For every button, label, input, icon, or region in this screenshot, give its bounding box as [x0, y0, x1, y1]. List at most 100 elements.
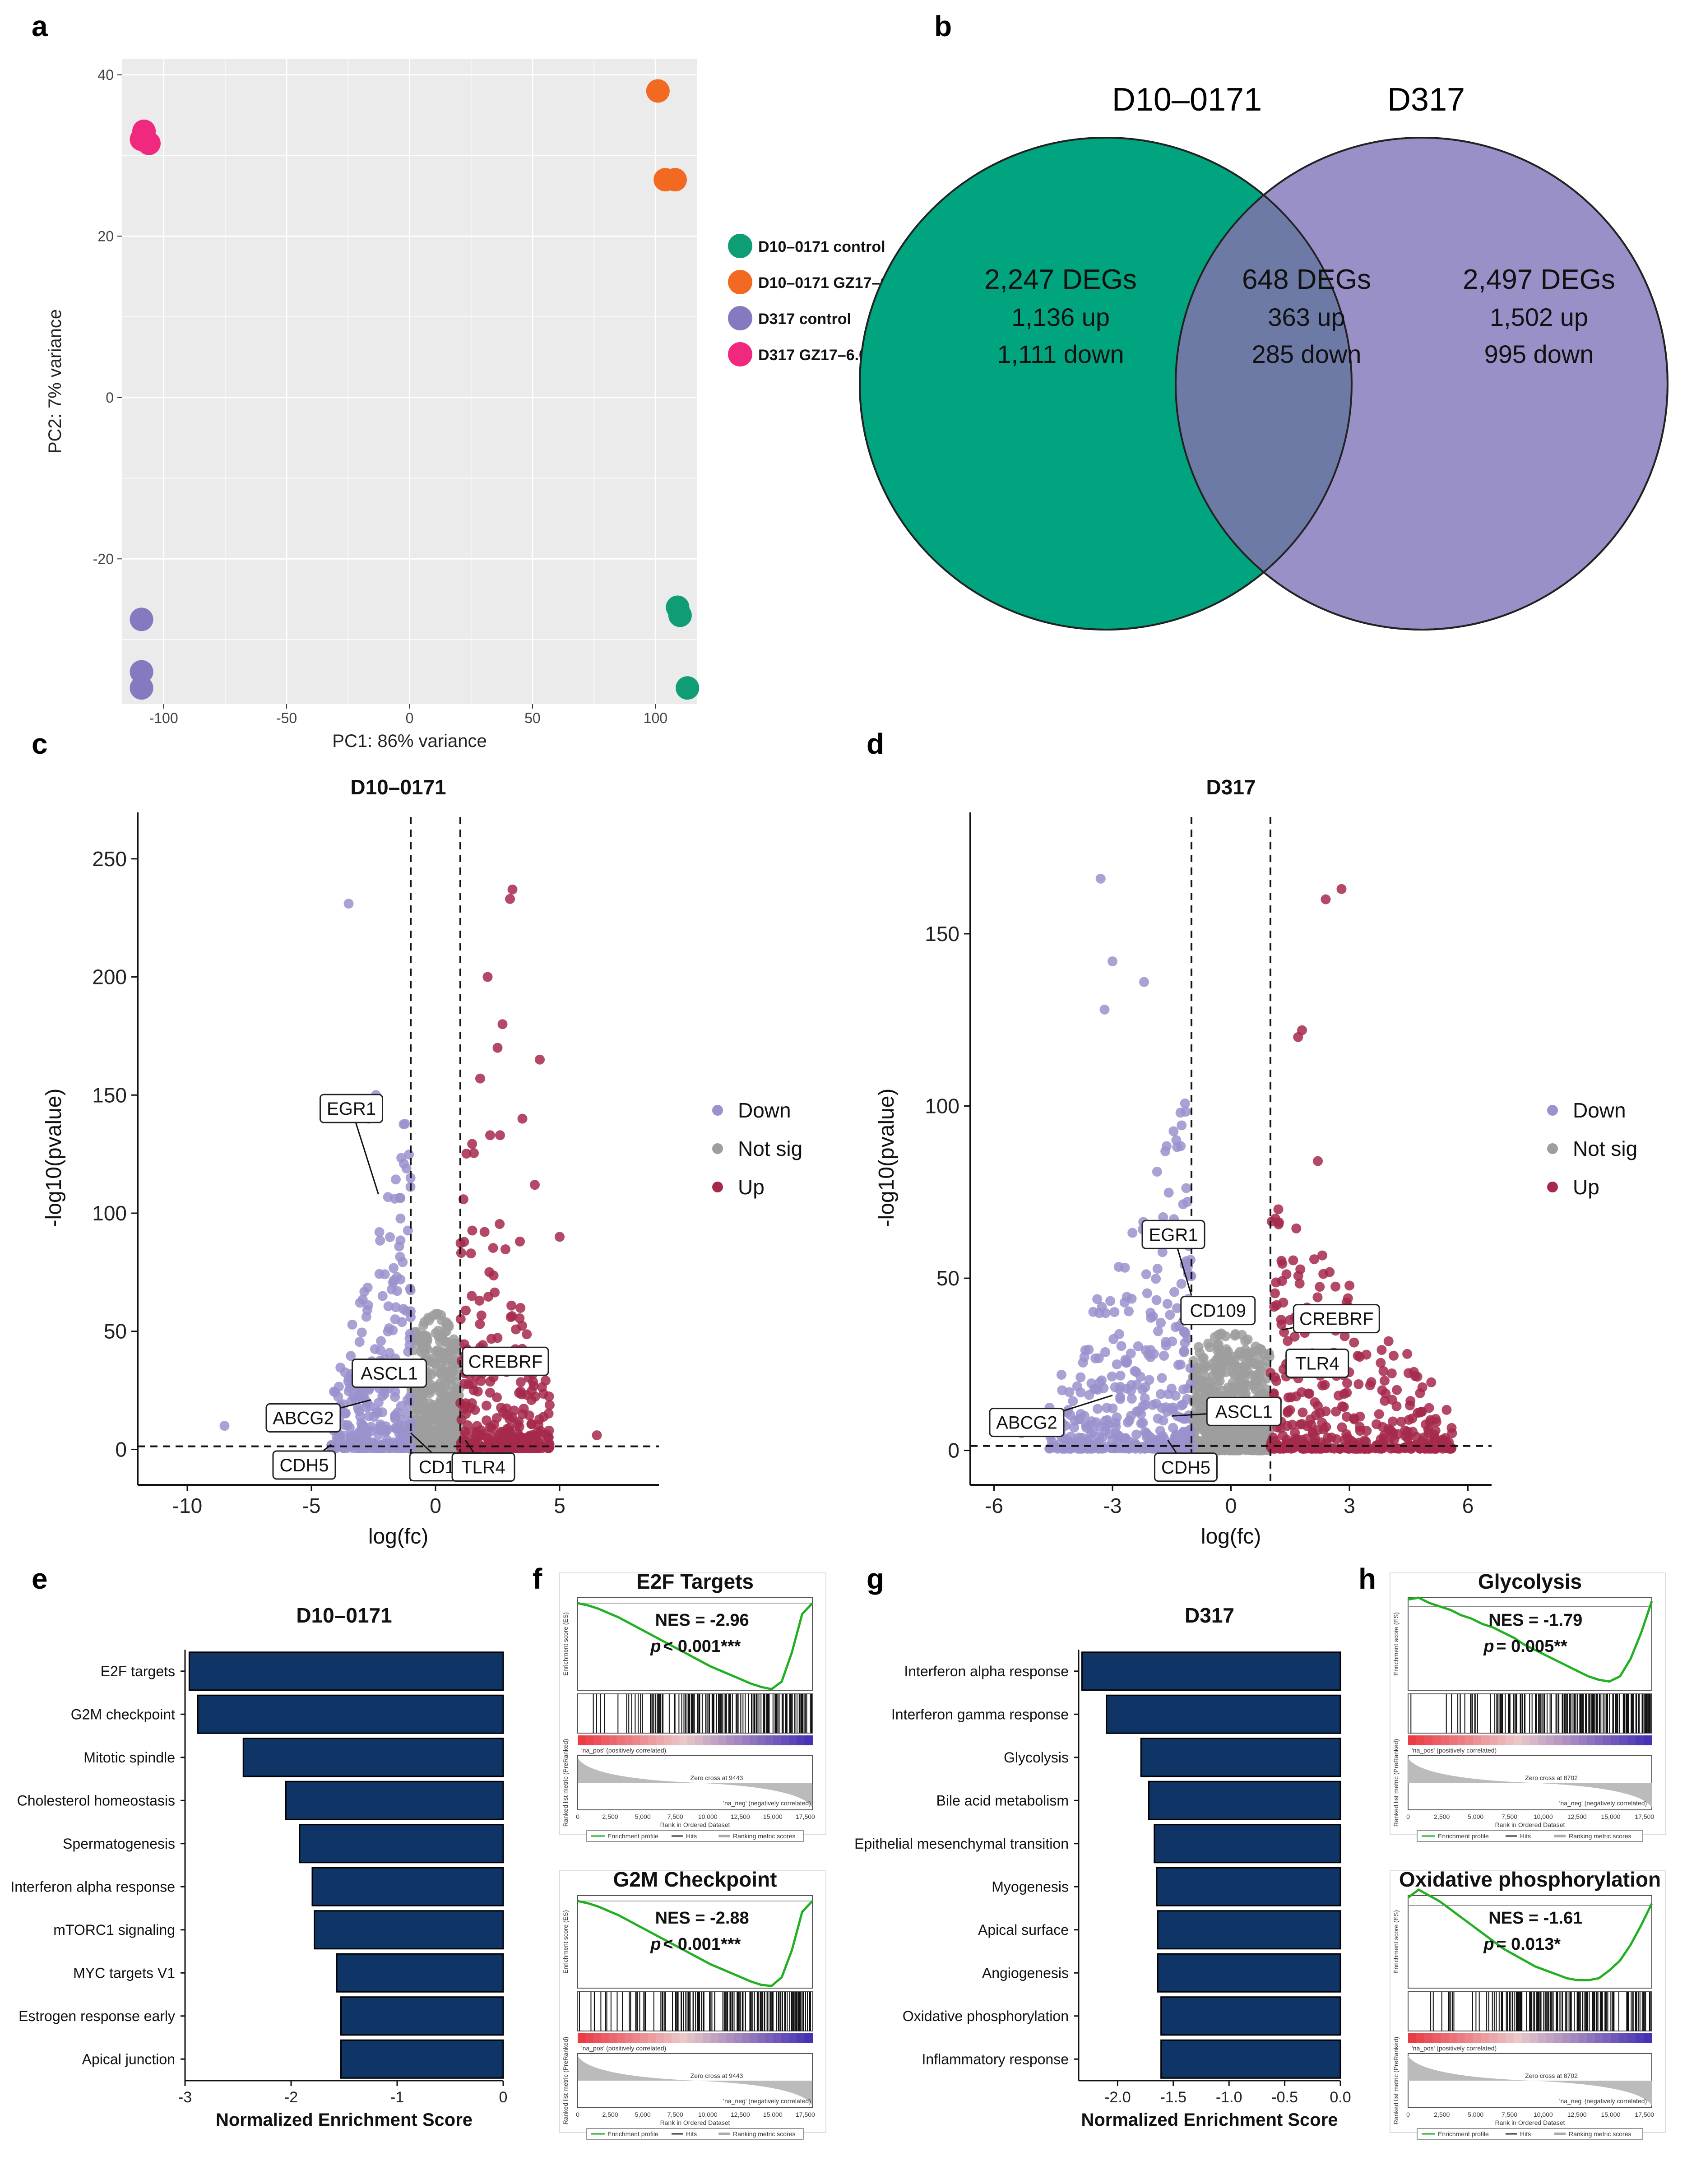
rank-gradient-cell — [1481, 1735, 1490, 1745]
rank-x-tick: 15,000 — [763, 2111, 783, 2118]
nes-bar — [1160, 2039, 1341, 2079]
volcano-point — [1102, 1403, 1112, 1413]
x-tick-label: -100 — [149, 710, 178, 726]
volcano-point — [437, 1407, 448, 1418]
y-tick-label: 150 — [925, 922, 959, 946]
volcano-point — [467, 1291, 477, 1301]
rank-gradient-cell — [695, 1735, 704, 1745]
nes-bar — [285, 1781, 504, 1820]
rank-gradient-cell — [1530, 2033, 1539, 2043]
volcano-point — [1133, 1341, 1143, 1351]
x-tick-label: -0.5 — [1271, 2089, 1298, 2106]
rank-gradient-cell — [1579, 2033, 1587, 2043]
volcano-point — [1336, 884, 1347, 894]
zero-cross-label: Zero cross at 8702 — [1525, 1774, 1578, 1781]
volcano-point — [1151, 1295, 1162, 1305]
volcano-point — [1291, 1391, 1302, 1401]
rank-axis-label: Ranked list metric (PreRanked) — [1392, 2037, 1400, 2125]
x-tick-label: -3 — [178, 2089, 192, 2106]
volcano-point — [1088, 1443, 1098, 1453]
volcano-point — [1388, 1443, 1399, 1453]
volcano-point — [1115, 1382, 1126, 1392]
volcano-point — [440, 1353, 451, 1363]
rank-axis-label: Ranked list metric (PreRanked) — [562, 1739, 569, 1827]
category-label: G2M checkpoint — [71, 1706, 175, 1722]
volcano-point — [1126, 1386, 1136, 1396]
volcano-point — [1158, 1212, 1168, 1222]
volcano-point — [437, 1371, 448, 1381]
volcano-point — [535, 1426, 546, 1436]
rank-gradient-cell — [1554, 2033, 1563, 2043]
volcano-point — [1441, 1405, 1452, 1415]
volcano-point — [1193, 1436, 1204, 1446]
rank-gradient-cell — [1603, 2033, 1612, 2043]
rank-gradient-cell — [703, 2033, 711, 2043]
volcano-point — [555, 1232, 565, 1242]
rank-gradient-cell — [765, 1735, 774, 1745]
volcano-point — [503, 1426, 513, 1437]
volcano-point — [487, 1431, 498, 1442]
zero-cross-label: Zero cross at 8702 — [1525, 2072, 1578, 2079]
category-label: Angiogenesis — [982, 1965, 1069, 1981]
volcano-point — [1315, 1282, 1325, 1292]
volcano-point — [1386, 1368, 1397, 1379]
volcano-point — [1168, 1126, 1179, 1136]
volcano-point — [500, 1244, 510, 1255]
venn-set-right: D317 — [1387, 82, 1465, 118]
volcano-point — [1376, 1358, 1386, 1368]
y-tick-label: 0 — [106, 390, 114, 406]
volcano-point — [1343, 1293, 1353, 1303]
volcano-point — [375, 1235, 385, 1246]
volcano-point — [473, 1386, 483, 1397]
y-tick-label: -20 — [93, 551, 114, 567]
volcano-point — [1143, 1349, 1154, 1359]
category-label: mTORC1 signaling — [53, 1922, 175, 1938]
rank-gradient-cell — [757, 2033, 766, 2043]
x-tick-label: -2 — [284, 2089, 298, 2106]
rank-gradient-cell — [1473, 1735, 1482, 1745]
volcano-point — [1253, 1430, 1263, 1440]
volcano-point — [1127, 1228, 1138, 1238]
volcano-point — [1161, 1141, 1172, 1151]
nes-bar — [340, 2039, 504, 2079]
volcano-point — [1131, 1429, 1141, 1440]
rank-x-tick: 2,500 — [602, 2111, 618, 2118]
volcano-point — [353, 1402, 363, 1413]
volcano-point — [1152, 1264, 1163, 1274]
volcano-point — [1113, 1261, 1124, 1272]
volcano-point — [448, 1440, 458, 1450]
volcano-point — [1274, 1219, 1284, 1229]
rank-gradient-cell — [765, 2033, 774, 2043]
legend-swatch — [712, 1143, 723, 1154]
volcano-point — [1354, 1352, 1365, 1362]
category-label: Oxidative phosphorylation — [903, 2008, 1069, 2024]
rank-gradient-cell — [1595, 1735, 1604, 1745]
volcano-point — [394, 1241, 404, 1252]
y-tick-label: 250 — [92, 847, 127, 871]
volcano-point — [1095, 873, 1106, 884]
volcano-point — [1211, 1355, 1221, 1365]
volcano-point — [1291, 1223, 1302, 1233]
panel-c-volcano: c-10 -5 0 5050100150200250D10–0171log(fc)-l… — [32, 728, 802, 1549]
volcano-point — [1424, 1403, 1434, 1413]
volcano-point — [1265, 1351, 1275, 1362]
rank-x-tick: 0 — [1406, 2111, 1410, 2118]
volcano-point — [1080, 1345, 1090, 1355]
rank-x-tick: 2,500 — [1434, 1813, 1450, 1820]
volcano-point — [1391, 1401, 1402, 1411]
panel-f-gsea: f E2F Targets Enrichment score (ES) NES = -… — [533, 1563, 826, 2140]
rank-x-tick: 5,000 — [1468, 2111, 1483, 2118]
rank-x-tick: 10,000 — [698, 1813, 718, 1820]
volcano-point — [443, 1320, 454, 1330]
volcano-point — [1181, 1183, 1191, 1193]
y-axis-title: PC2: 7% variance — [45, 309, 65, 454]
volcano-point — [1109, 1307, 1120, 1317]
volcano-point — [530, 1180, 540, 1190]
rank-gradient-cell — [687, 2033, 695, 2043]
volcano-point — [1396, 1416, 1406, 1427]
volcano-point — [1248, 1445, 1258, 1456]
rank-gradient-cell — [1424, 1735, 1433, 1745]
volcano-point — [506, 1300, 517, 1311]
volcano-point — [1152, 1167, 1162, 1177]
volcano-point — [1339, 1435, 1350, 1445]
